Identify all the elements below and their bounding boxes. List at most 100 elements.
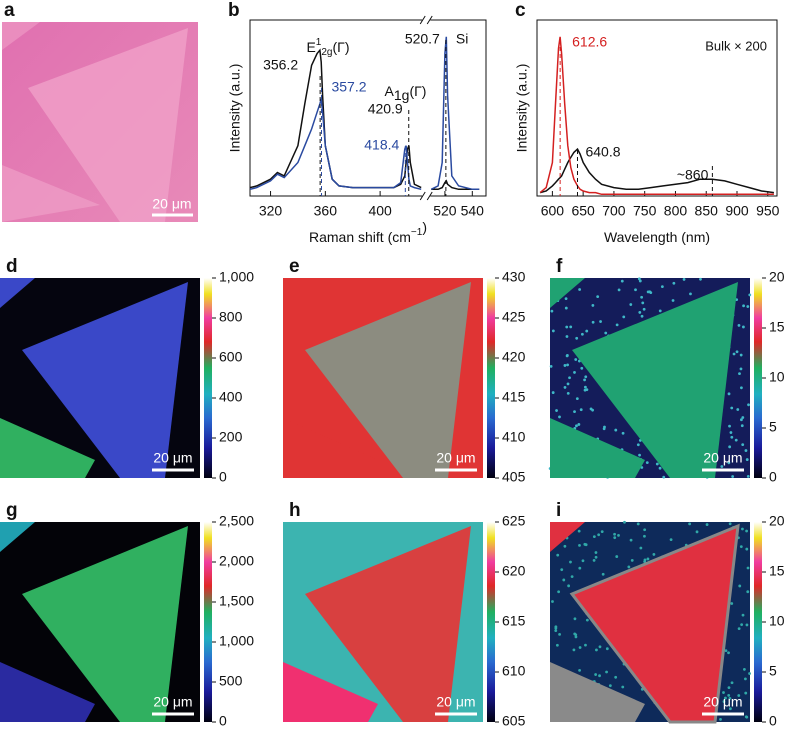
speckle (727, 686, 731, 690)
scale-bar-label: 20 μm (703, 694, 742, 710)
speckle (724, 696, 727, 700)
speckle (613, 532, 616, 536)
speckle (555, 643, 559, 647)
panel-letter: f (556, 256, 563, 277)
speckle (645, 461, 649, 464)
heat-map: 20 μm (0, 278, 200, 478)
colorbar-tick-label: 0 (769, 713, 777, 729)
flake (569, 523, 740, 724)
speckle (745, 458, 749, 461)
speckle (741, 613, 745, 617)
flake (22, 282, 188, 478)
speckle (638, 279, 642, 283)
peak-name-part: 1 (316, 37, 322, 48)
colorbar (204, 522, 212, 722)
speckle (737, 323, 741, 327)
speckle (580, 332, 584, 336)
speckle (669, 538, 673, 542)
colorbar-tick-label: 10 (769, 369, 785, 385)
colorbar-tick-label: 500 (219, 673, 243, 689)
speckle (730, 681, 734, 685)
panel-a: 20 μm a (2, 0, 198, 222)
speckle (599, 320, 602, 323)
flake (0, 522, 35, 552)
speckle (603, 425, 606, 429)
speckle (555, 409, 558, 412)
speckle (662, 475, 666, 479)
speckle (551, 391, 555, 394)
colorbar-tick-label: 410 (502, 429, 526, 445)
speckle (584, 643, 587, 647)
scale-bar-label: 20 μm (152, 196, 191, 212)
colorbar-tick-label: 400 (219, 389, 243, 405)
speckle (746, 566, 750, 570)
speckle (574, 635, 578, 639)
peak-label: 640.8 (585, 144, 620, 160)
heat-map: 20 μm (550, 520, 751, 724)
speckle (585, 329, 589, 333)
speckle (730, 602, 734, 605)
speckle (569, 560, 572, 564)
speckle (735, 350, 739, 354)
speckle (567, 584, 571, 588)
speckle (746, 474, 750, 478)
speckle (591, 320, 595, 324)
speckle (658, 466, 662, 470)
colorbar-tick-label: 2,000 (219, 553, 254, 569)
x-tick-label: 900 (725, 203, 749, 219)
speckle (638, 311, 642, 314)
speckle (641, 301, 645, 305)
speckle (614, 428, 618, 432)
panel-letter: g (6, 500, 18, 521)
speckle (572, 648, 576, 652)
x-tick-label: 700 (602, 203, 626, 219)
speckle (728, 445, 732, 449)
speckle (584, 375, 588, 379)
panel-letter: a (4, 0, 15, 21)
peak-name-part: (Γ) (409, 83, 426, 99)
speckle (732, 352, 736, 356)
speckle (636, 443, 640, 447)
colorbar-tick-label: 625 (502, 513, 526, 529)
speckle (589, 407, 593, 411)
speckle (740, 623, 744, 627)
speckle (630, 558, 634, 562)
axis-break (422, 17, 431, 23)
speckle (727, 392, 731, 396)
speckle (636, 522, 640, 526)
speckle (613, 536, 617, 540)
speckle (600, 530, 604, 534)
speckle (740, 418, 743, 422)
colorbar-tick-label: 405 (502, 469, 526, 485)
plot-frame (536, 19, 778, 197)
speckle (640, 295, 644, 299)
speckle (578, 566, 582, 570)
flake (22, 526, 188, 722)
x-tick-label: 360 (314, 203, 338, 219)
peak-label: 520.7 (405, 31, 440, 47)
flake (2, 22, 40, 50)
speckle (724, 649, 728, 653)
speckle (570, 575, 574, 579)
spectrum-line (249, 36, 480, 191)
flake (0, 278, 35, 308)
peak-name-part: A (385, 83, 395, 99)
speckle (573, 617, 577, 621)
speckle (580, 366, 584, 370)
speckle (739, 367, 743, 371)
x-axis-label-part: ) (422, 219, 427, 235)
speckle (671, 299, 675, 302)
speckle (730, 435, 734, 439)
colorbar (487, 278, 495, 478)
colorbar-tick-label: 415 (502, 389, 526, 405)
speckle (745, 529, 748, 533)
speckle (640, 314, 644, 318)
speckle (727, 693, 731, 697)
speckle (605, 670, 608, 674)
axis-break (426, 191, 433, 201)
colorbar-tick-label: 425 (502, 309, 526, 325)
x-tick-label: 540 (461, 203, 485, 219)
y-axis-label: Intensity (a.u.) (227, 64, 243, 153)
speckle (574, 358, 578, 361)
speckle (579, 408, 583, 412)
